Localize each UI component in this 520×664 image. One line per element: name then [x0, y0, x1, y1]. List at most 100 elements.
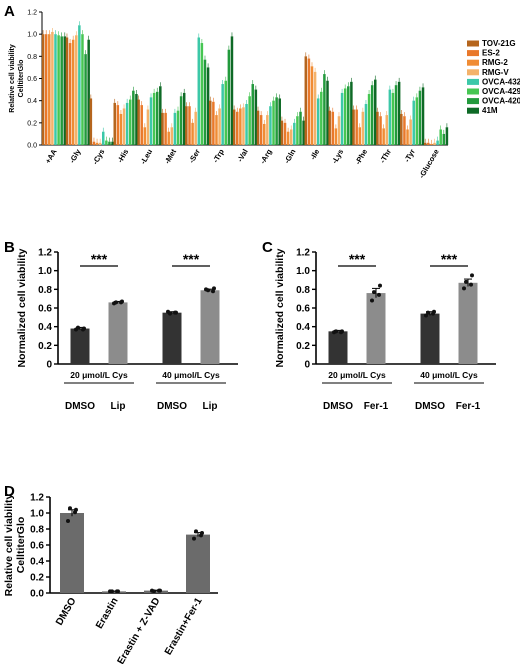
panel-a-legend-swatch: [467, 78, 479, 85]
panel-a-bar: [367, 94, 371, 145]
panel-a-bar: [382, 128, 385, 145]
panel-a-bar: [44, 34, 48, 145]
panel-d-y-tick-label: 0.6: [30, 541, 44, 552]
panel-a-bar: [254, 89, 258, 145]
panel-c-y-axis-label: Normalized cell viability: [274, 248, 286, 367]
panel-a-y-axis-label: Relative cell viability CelltiterGlo: [9, 44, 25, 113]
panel-a-bar: [98, 142, 102, 145]
panel-c-bar: [420, 313, 440, 364]
panel-a-y-tick-label: 0.0: [27, 143, 37, 150]
panel-a-legend-swatch: [467, 59, 479, 66]
panel-a-bar: [135, 94, 138, 145]
panel-a-bar: [289, 129, 293, 145]
panel-a-bar: [197, 37, 201, 145]
panel-a-bar: [209, 100, 212, 145]
panel-a-bar: [379, 116, 382, 145]
panel-c-y-tick-label: 0.2: [296, 341, 310, 352]
panel-b-significance-stars: ***: [183, 251, 200, 267]
panel-c-y-tick-label: 1.2: [296, 248, 310, 259]
panel-c-data-point: [370, 298, 374, 303]
panel-d-bar: [102, 591, 126, 593]
panel-a-bar: [364, 103, 368, 145]
panel-a-bar: [152, 92, 156, 145]
panel-d-y-tick-label: 0.0: [30, 589, 44, 600]
panel-a-bar: [146, 109, 150, 145]
panel-b-group-label: 40 μmol/L Cys: [162, 370, 220, 380]
panel-a-x-tick-label: -Met: [163, 147, 179, 165]
panel-a-bar: [95, 142, 99, 145]
panel-d-x-tick-label: Erastin+Fer-1: [163, 596, 205, 657]
panel-b-x-tick-label: Lip: [111, 401, 126, 412]
panel-c-data-point: [469, 282, 473, 287]
panel-a-bar: [41, 34, 45, 145]
panel-a-bar: [143, 127, 147, 145]
panel-a-legend-label: 41M: [482, 106, 498, 115]
panel-c-data-point: [464, 279, 468, 284]
panel-a-bar: [164, 112, 167, 145]
panel-c-x-tick-label: DMSO: [323, 401, 353, 412]
panel-a-bar: [140, 105, 143, 145]
panel-a-bar: [60, 36, 63, 146]
panel-a-bar: [304, 56, 308, 146]
panel-d-data-point: [110, 589, 114, 594]
panel-a-bar: [331, 111, 335, 145]
panel-c-data-point: [431, 311, 435, 316]
panel-b-data-point: [76, 325, 80, 330]
panel-a-legend-label: OVCA-429: [482, 87, 520, 96]
panel-a-legend-label: ES-2: [482, 49, 500, 58]
panel-c-bar: [366, 293, 386, 364]
panel-a-bar: [350, 81, 353, 145]
panel-d-data-point: [199, 533, 203, 538]
panel-a-x-tick-label: -Gln: [282, 147, 298, 165]
panel-c-y-tick-label: 0: [304, 360, 310, 371]
panel-a-bar: [409, 119, 412, 145]
panel-a-bar: [394, 85, 398, 145]
panel-d-x-tick-label: DMSO: [54, 596, 79, 628]
panel-a-bar: [269, 106, 272, 145]
panel-c-bar: [458, 282, 478, 364]
panel-a-bar: [296, 116, 299, 145]
panel-a-bar: [406, 129, 409, 145]
panel-b-bar: [162, 312, 182, 364]
panel-c-data-point: [470, 273, 474, 278]
panel-c-data-point: [377, 292, 381, 297]
panel-a-bar: [421, 87, 425, 145]
panel-c-chart: 0 0.2 0.4 0.6 0.8 1.0 1.2 Normalized cell viabi…: [274, 248, 496, 412]
panel-d-x-tick-label: Erastin: [94, 596, 120, 631]
panel-a-bar: [232, 109, 236, 145]
panel-a-bar: [299, 111, 302, 145]
panel-a-legend-swatch: [467, 107, 479, 114]
panel-a-x-tick-label: -Val: [235, 148, 249, 164]
panel-c-bar: [328, 331, 348, 364]
panel-a-bar: [307, 58, 311, 145]
panel-c-significance-stars: ***: [441, 251, 458, 267]
panel-d-data-point: [152, 589, 156, 594]
panel-a-bar: [376, 111, 379, 145]
panel-a-bar: [84, 54, 87, 145]
panel-a-y-tick-label: 1.2: [27, 10, 37, 17]
panel-d-y-tick-label: 0.4: [30, 557, 44, 568]
panel-a-bar: [343, 88, 347, 145]
panel-a-bar: [423, 142, 427, 145]
panel-d-y-tick-label: 0.8: [30, 525, 44, 536]
panel-a-y-axis-label-line: CelltiterGlo: [18, 60, 25, 98]
panel-d-data-point: [66, 519, 70, 523]
panel-a-bar: [436, 140, 439, 145]
panel-a-x-tick-label: -Phe: [353, 148, 369, 167]
panel-d-data-point: [115, 589, 119, 594]
panel-a-bar: [227, 49, 231, 145]
panel-a-bar: [119, 113, 123, 145]
panel-a-bar: [391, 92, 395, 145]
panel-a-bar: [236, 111, 239, 145]
panel-b-data-point: [168, 311, 172, 316]
panel-a-bar: [48, 34, 51, 145]
panel-a-y-tick-label: 0.2: [27, 120, 37, 127]
panel-a-legend-swatch: [467, 98, 479, 105]
panel-a-legend-label: OVCA-420: [482, 97, 520, 106]
panel-a-bar: [361, 111, 365, 145]
panel-a-y-axis-label-line: Relative cell viability: [9, 44, 16, 113]
panel-a-bar: [415, 97, 419, 145]
panel-a-bar: [326, 80, 329, 145]
panel-a-bar: [128, 99, 132, 145]
